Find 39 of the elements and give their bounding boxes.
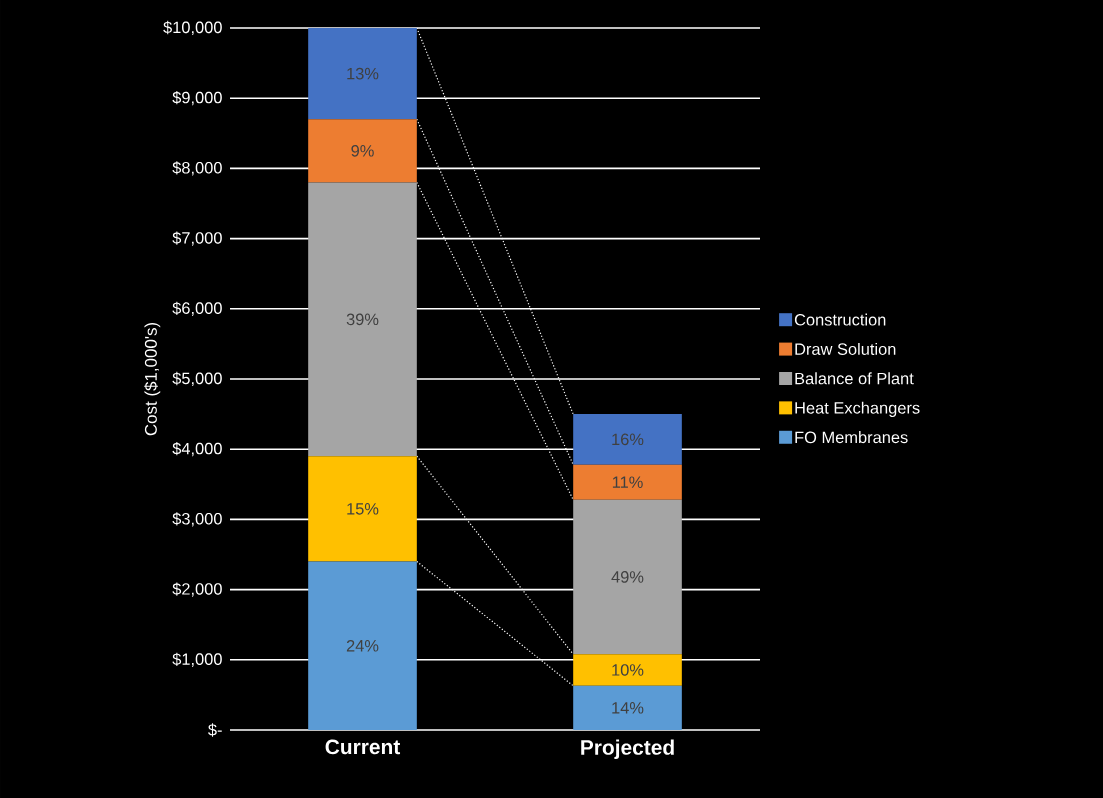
bar [308, 561, 417, 730]
y-tick-label: $10,000 [163, 20, 222, 36]
y-axis-title: Cost ($1,000's) [144, 322, 161, 436]
bar [308, 27, 417, 120]
bar [573, 464, 682, 500]
y-tick-label: $1,000 [172, 652, 222, 667]
y-tick-label: $2,000 [172, 582, 222, 597]
annotation: 39% [346, 313, 379, 326]
y-tick-label: $3,000 [172, 512, 222, 527]
bar [308, 456, 417, 562]
annotation: 9% [351, 145, 374, 157]
annotation: 13% [347, 67, 379, 80]
y-tick-label: $- [208, 723, 222, 737]
y-tick-label: $5,000 [172, 371, 222, 387]
annotation: 11% [612, 476, 643, 488]
y-tick-label: $8,000 [172, 161, 222, 176]
x-tick-label: Projected [581, 739, 674, 760]
legend-label: FO Membranes [795, 431, 908, 444]
y-tick-label: $4,000 [172, 442, 222, 457]
x-tick-label: Current [325, 739, 401, 755]
legend-label: Heat Exchangers [795, 401, 920, 417]
annotation: 10% [612, 664, 644, 676]
bar [573, 414, 682, 465]
legend-label: Balance of Plant [795, 372, 914, 385]
legend-label: Construction [794, 313, 886, 326]
bar [573, 685, 682, 730]
bar [573, 499, 682, 655]
bar [308, 119, 417, 183]
y-tick-label: $6,000 [172, 301, 222, 316]
annotation: 15% [347, 503, 379, 515]
bar [308, 182, 417, 457]
legend-label: Draw Solution [795, 342, 896, 355]
annotation: 49% [611, 571, 644, 583]
y-tick-label: $7,000 [172, 231, 222, 246]
annotation: 14% [612, 702, 644, 714]
bar [573, 654, 682, 686]
annotation: 24% [346, 639, 379, 652]
annotation: 16% [612, 433, 644, 446]
y-tick-label: $9,000 [172, 91, 222, 106]
